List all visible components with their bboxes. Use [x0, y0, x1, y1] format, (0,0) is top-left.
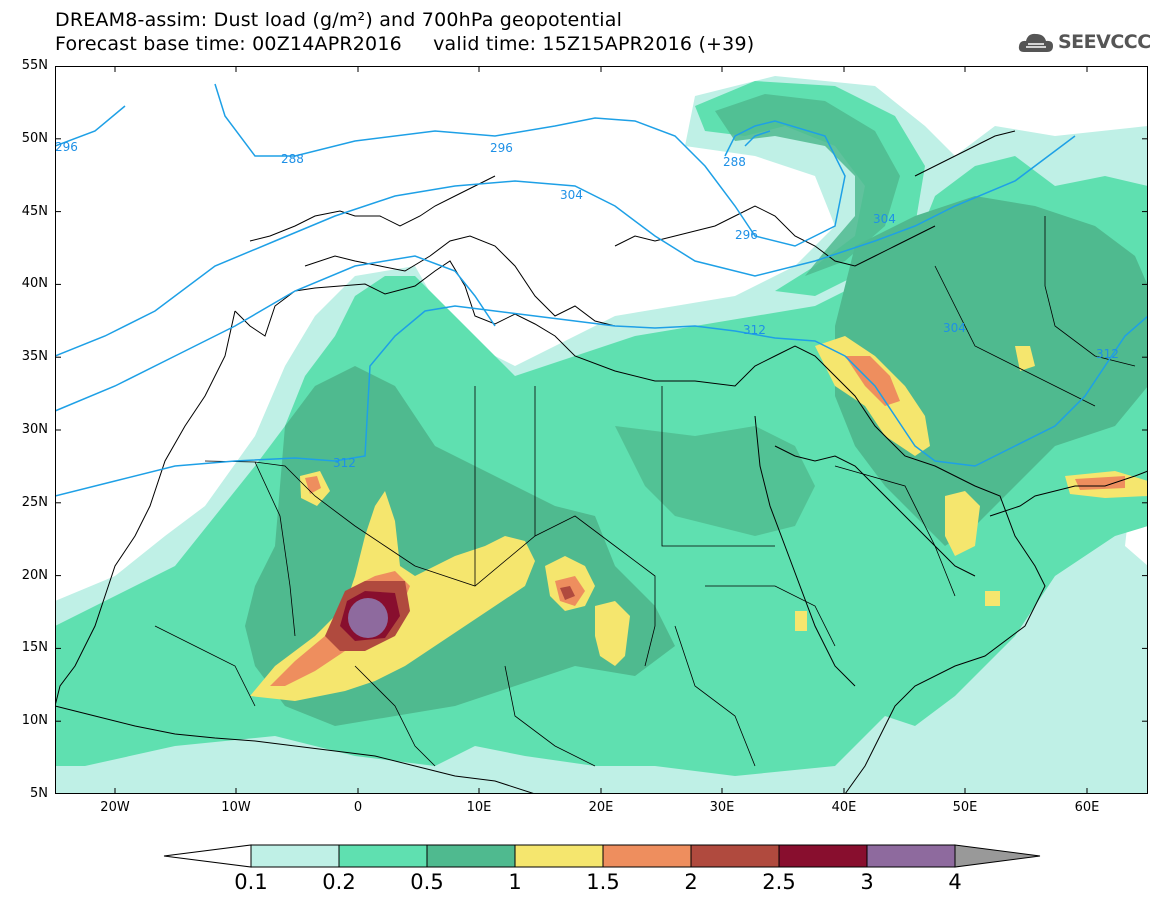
colorbar-segment: [426, 844, 516, 868]
lon-label: 60E: [1074, 800, 1100, 815]
contour-label: 296: [490, 141, 513, 155]
colorbar-label: 2.5: [762, 870, 796, 894]
lon-label: 50E: [952, 800, 978, 815]
colorbar-label: 0.2: [322, 870, 356, 894]
dust-colorbar: [163, 844, 1041, 868]
lon-label: 20E: [588, 800, 614, 815]
cloud-logo-icon: [1018, 33, 1053, 52]
colorbar-segment: [602, 844, 692, 868]
contour-label: 304: [873, 212, 896, 226]
colorbar-segment: [778, 844, 868, 868]
dust-map: 296 288 296 288 304 296 304 312 304 312 …: [55, 66, 1148, 794]
contour-label: 304: [560, 188, 583, 202]
contour-label: 288: [281, 152, 304, 166]
lat-label: 45N: [21, 204, 48, 219]
contour-label: 296: [735, 228, 758, 242]
map-title: DREAM8-assim: Dust load (g/m²) and 700hP…: [55, 9, 623, 31]
lat-label: 25N: [21, 495, 48, 510]
contour-label: 288: [723, 155, 746, 169]
lat-label: 5N: [30, 786, 48, 801]
colorbar-segment: [250, 844, 340, 868]
lat-label: 10N: [21, 713, 48, 728]
colorbar-label: 2: [684, 870, 698, 894]
colorbar-segment: [690, 844, 780, 868]
contour-labels: 296 288 296 288 304 296 304 312 304 312 …: [55, 140, 1119, 470]
colorbar-segment: [338, 844, 428, 868]
lat-label: 15N: [21, 640, 48, 655]
contour-label: 296: [55, 140, 78, 154]
lon-label: 10E: [466, 800, 492, 815]
geopotential-contours: [55, 83, 1148, 497]
colorbar-segment: [866, 844, 956, 868]
country-borders: [154, 216, 1136, 767]
lon-label: 30E: [709, 800, 735, 815]
contour-label: 312: [1096, 347, 1119, 361]
colorbar-segment: [163, 844, 252, 868]
lat-label: 30N: [21, 422, 48, 437]
colorbar-label: 0.1: [234, 870, 268, 894]
axis-ticks: [55, 66, 1148, 794]
colorbar-label: 1: [508, 870, 522, 894]
lon-label: 40E: [831, 800, 857, 815]
colorbar-label: 1.5: [586, 870, 620, 894]
seevccc-logo: SEEVCCC: [1016, 26, 1156, 60]
forecast-time-subtitle: Forecast base time: 00Z14APR2016 valid t…: [55, 33, 755, 55]
lat-label: 20N: [21, 568, 48, 583]
lon-label: 0: [353, 800, 363, 815]
coastlines: [55, 130, 1148, 794]
lat-label: 40N: [21, 276, 48, 291]
lat-label: 35N: [21, 349, 48, 364]
dust-map-canvas: 296 288 296 288 304 296 304 312 304 312 …: [55, 66, 1148, 794]
contour-label: 312: [743, 323, 766, 337]
lat-label: 50N: [21, 131, 48, 146]
dust-area-purple: [348, 598, 388, 638]
colorbar-label: 0.5: [410, 870, 444, 894]
contour-label: 304: [943, 321, 966, 335]
logo-text: SEEVCCC: [1058, 31, 1151, 53]
colorbar-label: 4: [948, 870, 962, 894]
colorbar-segment: [954, 844, 1041, 868]
colorbar-segment: [514, 844, 604, 868]
colorbar-label: 3: [860, 870, 874, 894]
lon-label: 20W: [100, 800, 130, 815]
lat-label: 55N: [21, 58, 48, 73]
contour-label: 312: [333, 456, 356, 470]
lon-label: 10W: [221, 800, 251, 815]
